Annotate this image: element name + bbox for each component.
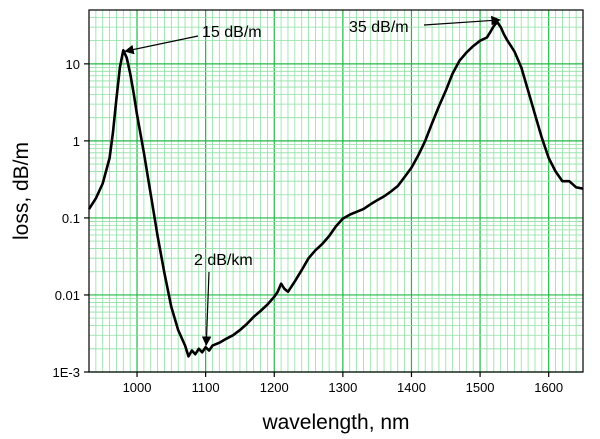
annotation-arrow — [124, 35, 199, 55]
x-tick-label: 1500 — [466, 380, 495, 395]
x-tick-label: 1100 — [192, 380, 220, 395]
annotation-label: 15 dB/m — [202, 24, 262, 41]
x-tick-label: 1400 — [397, 380, 426, 395]
x-tick-label: 1600 — [534, 380, 563, 395]
plot-grid — [88, 9, 584, 373]
y-tick-label: 1 — [73, 134, 80, 149]
y-axis-label: loss, dB/m — [10, 142, 33, 240]
x-tick-label: 1300 — [328, 380, 357, 395]
x-tick-label: 1200 — [260, 380, 289, 395]
axes-layer — [84, 9, 584, 377]
y-tick-label: 0.1 — [62, 211, 80, 226]
annotation-label: 2 dB/km — [194, 252, 253, 269]
annotations: 15 dB/m 35 dB/m 2 dB/km — [124, 15, 501, 347]
y-tick-label: 10 — [66, 57, 80, 72]
annotation-arrow — [423, 15, 501, 26]
loss-curve — [87, 20, 584, 358]
series-layer — [87, 20, 584, 358]
x-tick-label: 1000 — [123, 380, 152, 395]
plot-frame — [88, 9, 584, 373]
tick-labels: 1000 1100 1200 1300 1400 1500 1600 1E-3 0.01 0.1 1… — [53, 57, 564, 395]
y-tick-label: 0.01 — [55, 288, 80, 303]
annotation-label: 35 dB/m — [349, 19, 409, 36]
x-axis-label: wavelength, nm — [261, 411, 409, 434]
annotation-arrow — [201, 271, 212, 347]
y-tick-label: 1E-3 — [53, 365, 80, 380]
